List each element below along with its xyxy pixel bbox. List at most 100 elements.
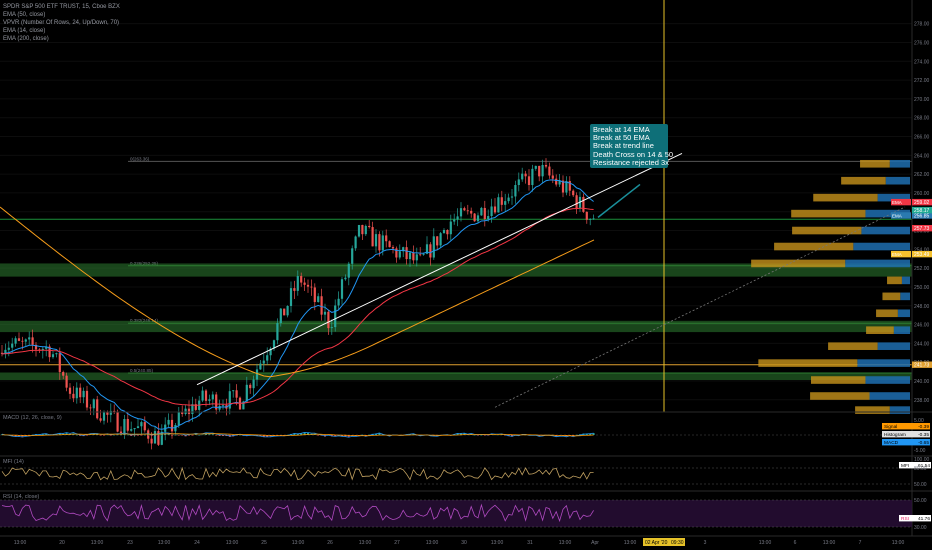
candle-body xyxy=(119,431,123,434)
rsi-value-text: 41.76 xyxy=(918,516,930,522)
candle-body xyxy=(317,296,320,303)
candle-body xyxy=(0,352,4,354)
price-tick-label: 250.00 xyxy=(914,285,930,291)
candle-body xyxy=(391,247,395,249)
ema200-line xyxy=(0,206,595,378)
candle-body xyxy=(531,168,534,186)
candle-body xyxy=(334,305,337,328)
annotation-callout[interactable]: Break at 14 EMA Break at 50 EMA Break at… xyxy=(590,124,673,168)
time-tick-label: 13:00 xyxy=(158,540,171,546)
candle-body xyxy=(368,225,371,228)
price-tick-label: 252.00 xyxy=(914,266,930,272)
macd-histogram-bar xyxy=(11,435,14,437)
candle-body xyxy=(585,211,588,220)
candle-body xyxy=(235,390,238,398)
candle-body xyxy=(463,208,466,211)
macd-histogram-bar xyxy=(191,435,194,436)
time-tick-label: 13:00 xyxy=(91,540,104,546)
macd-histogram-bar xyxy=(303,432,306,435)
macd-histogram-bar xyxy=(222,435,224,436)
macd-histogram-bar xyxy=(225,435,228,437)
candle-body xyxy=(306,284,310,287)
price-tick-label: 238.00 xyxy=(914,398,930,404)
candle-body xyxy=(473,213,476,222)
price-tick-label: 278.00 xyxy=(914,22,930,28)
candle-body xyxy=(439,233,442,246)
volume-profile-down-bar xyxy=(900,292,910,301)
candle-body xyxy=(143,422,146,431)
time-tick-label: 13:00 xyxy=(14,540,27,546)
volume-profile-up-bar xyxy=(792,226,862,235)
candle-body xyxy=(7,347,10,350)
candle-body xyxy=(422,253,425,255)
time-tick-label: 20 xyxy=(59,540,65,546)
candle-body xyxy=(323,311,327,315)
candle-body xyxy=(466,210,469,212)
candle-body xyxy=(160,431,163,445)
macd-histogram-bar xyxy=(334,435,337,437)
candle-body xyxy=(194,404,197,410)
candle-body xyxy=(133,428,136,430)
volume-profile-down-bar xyxy=(853,242,910,251)
candle-body xyxy=(126,419,129,431)
candle-body xyxy=(572,190,575,196)
macd-histogram-bar xyxy=(215,435,218,436)
time-tick-label: 13:00 xyxy=(823,540,836,546)
mfi-tick-label: 80.00 xyxy=(914,466,927,472)
time-marker-label: 09:30 xyxy=(671,540,684,546)
candle-body xyxy=(442,229,446,234)
time-marker-label-box xyxy=(669,538,685,546)
time-tick-label: 13:00 xyxy=(426,540,439,546)
macd-histogram-bar xyxy=(28,435,31,436)
candle-body xyxy=(517,179,520,186)
volume-profile-down-bar xyxy=(885,176,910,185)
candle-body xyxy=(419,254,422,256)
candle-body xyxy=(385,235,388,242)
legend-ema200: EMA (200, close) xyxy=(3,36,49,42)
macd-histogram-bar xyxy=(154,435,156,436)
candle-body xyxy=(279,308,282,324)
macd-histogram-bar xyxy=(283,435,286,436)
price-label-box xyxy=(912,250,932,258)
time-tick-label: 13:00 xyxy=(292,540,305,546)
price-label-text: 257.73 xyxy=(914,226,930,232)
time-tick-label: 13:00 xyxy=(491,540,504,546)
macd-histogram-bar xyxy=(300,433,303,435)
candle-body xyxy=(24,339,27,342)
time-tick-label: 27 xyxy=(394,540,400,546)
macd-histogram-bar xyxy=(140,435,143,436)
macd-value-text: -0.39 xyxy=(918,424,929,430)
candle-body xyxy=(388,241,391,248)
candle-body xyxy=(510,196,514,198)
rsi-band xyxy=(0,500,912,527)
candle-body xyxy=(330,327,333,329)
macd-histogram-bar xyxy=(201,434,204,436)
candle-body xyxy=(544,165,548,167)
ema-tag-box xyxy=(891,212,911,219)
fib-level-label: 0(263.36) xyxy=(130,156,150,161)
macd-histogram-bar xyxy=(167,434,170,435)
candle-body xyxy=(592,218,595,220)
mfi-tick-label: 100.00 xyxy=(914,457,930,463)
candle-body xyxy=(123,419,126,434)
candle-body xyxy=(201,390,204,401)
candle-body xyxy=(534,165,537,169)
macd-histogram-bar xyxy=(296,433,299,435)
time-tick-label: 6 xyxy=(794,540,797,546)
candle-body xyxy=(21,340,24,342)
candle-body xyxy=(541,165,544,177)
trend-line xyxy=(196,152,683,386)
candle-body xyxy=(45,346,48,349)
macd-histogram-bar xyxy=(208,434,211,435)
volume-profile-up-bar xyxy=(876,309,898,318)
volume-profile-down-bar xyxy=(893,326,910,334)
macd-histogram-bar xyxy=(96,434,99,435)
macd-histogram-bar xyxy=(341,435,343,437)
macd-histogram-bar xyxy=(194,434,197,435)
support-zone xyxy=(0,320,912,333)
price-tick-label: 264.00 xyxy=(914,153,930,159)
candle-body xyxy=(497,197,500,213)
candle-body xyxy=(327,311,330,329)
macd-histogram-bar xyxy=(164,433,167,435)
